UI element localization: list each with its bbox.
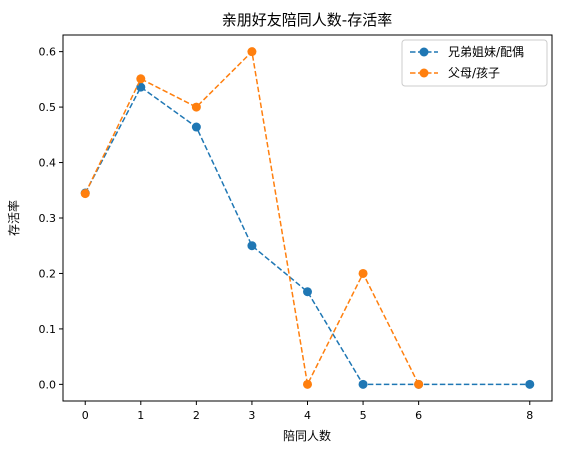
legend-swatch-marker-0 [419, 47, 429, 57]
x-tick-label-2: 2 [193, 409, 200, 422]
legend-box [401, 39, 548, 87]
series-1-point-4 [303, 379, 312, 389]
legend-swatch-marker-1 [419, 68, 429, 78]
y-tick-label-0: 0.0 [39, 378, 57, 391]
series-1-point-1 [136, 74, 146, 84]
y-tick-label-3: 0.3 [39, 212, 57, 225]
series-1-point-6 [414, 379, 424, 389]
x-tick-label-6: 6 [415, 409, 422, 422]
x-tick-label-5: 5 [360, 409, 367, 422]
y-axis-label: 存活率 [6, 200, 21, 236]
x-tick-label-7: 8 [526, 409, 533, 422]
y-tick-label-6: 0.6 [39, 46, 57, 59]
y-tick-label-1: 0.1 [39, 323, 57, 336]
series-0-point-7 [525, 379, 535, 389]
series-1-point-3 [247, 47, 257, 57]
x-tick-label-4: 4 [304, 409, 311, 422]
x-axis-label: 陪同人数 [283, 428, 331, 443]
series-1-point-2 [191, 102, 201, 112]
y-tick-label-5: 0.5 [39, 101, 57, 114]
x-tick-label-0: 0 [82, 409, 89, 422]
series-line-0 [84, 86, 530, 386]
legend-label-1: 父母/孩子 [448, 66, 500, 80]
series-line-1 [84, 50, 420, 387]
legend-label-0: 兄弟姐妹/配偶 [448, 45, 524, 59]
x-tick-label-3: 3 [248, 409, 255, 422]
axes-frame [62, 34, 553, 402]
series-0-point-3 [247, 241, 257, 251]
y-tick-label-4: 0.4 [39, 157, 57, 170]
series-1-point-0 [80, 189, 90, 199]
y-tick-label-2: 0.2 [39, 267, 57, 280]
series-0-point-4 [303, 287, 312, 297]
x-tick-label-1: 1 [137, 409, 144, 422]
chart-title: 亲朋好友陪同人数-存活率 [222, 11, 392, 29]
plot-area: 0 1 2 3 4 5 6 8 0.0 0.1 0.2 0.3 0.4 0.5 0.6 [39, 34, 553, 422]
series-0-point-2 [191, 122, 201, 132]
series-1-point-5 [358, 268, 368, 278]
series-0-point-5 [358, 379, 368, 389]
